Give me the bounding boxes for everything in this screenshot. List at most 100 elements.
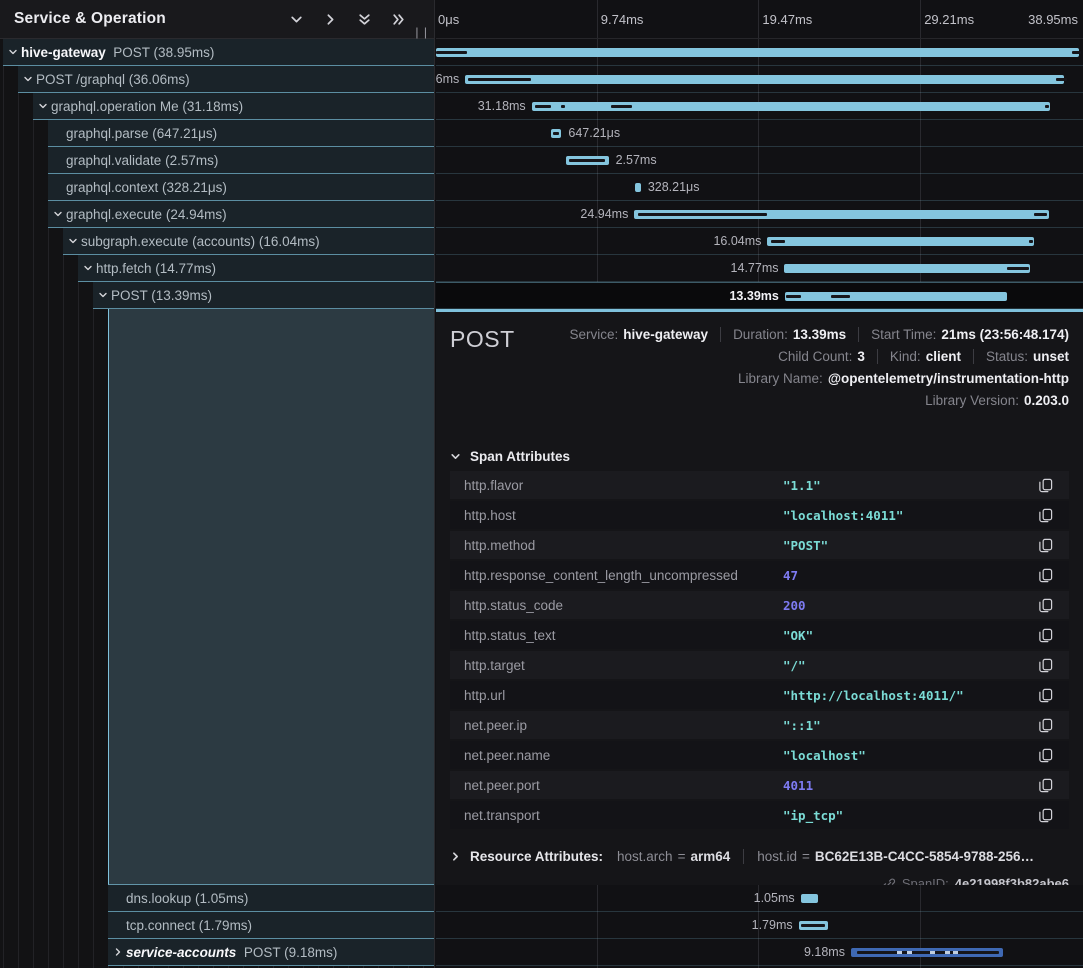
span-duration-label: 24.94ms — [580, 201, 628, 228]
span-bar[interactable] — [566, 156, 609, 165]
timeline-row[interactable]: 13.39ms — [436, 282, 1083, 309]
tree-row[interactable]: graphql.context (328.21μs) — [0, 174, 435, 201]
copy-icon[interactable] — [1035, 715, 1055, 735]
span-bar[interactable] — [465, 75, 1064, 84]
copy-icon[interactable] — [1035, 655, 1055, 675]
span-duration-label: 16.04ms — [713, 228, 761, 255]
child-span-notch — [771, 240, 785, 243]
span-meta-line: Library Version:0.203.0 — [925, 390, 1069, 411]
span-bar[interactable] — [801, 894, 818, 903]
timeline-row[interactable]: 36.06ms — [436, 66, 1083, 93]
timeline-row[interactable]: 24.94ms — [436, 201, 1083, 228]
copy-icon[interactable] — [1035, 775, 1055, 795]
row-chevron-icon[interactable] — [65, 236, 81, 246]
attribute-value: 4011 — [783, 778, 813, 793]
span-bar[interactable] — [635, 183, 640, 192]
child-span-notch — [1034, 213, 1047, 216]
child-span-notch — [638, 213, 767, 216]
span-bar[interactable] — [767, 237, 1033, 246]
copy-icon[interactable] — [1035, 745, 1055, 765]
row-chevron-icon[interactable] — [20, 74, 36, 84]
span-bar[interactable] — [532, 102, 1050, 111]
row-chevron-icon[interactable] — [95, 290, 111, 300]
span-meta-line: Library Name:@opentelemetry/instrumentat… — [738, 368, 1069, 389]
tree-row[interactable]: POST (13.39ms) — [0, 282, 435, 309]
divider — [973, 349, 974, 364]
tree-row[interactable]: graphql.parse (647.21μs) — [0, 120, 435, 147]
tree-row[interactable]: dns.lookup (1.05ms) — [0, 885, 435, 912]
span-bar[interactable] — [551, 129, 562, 138]
timeline-row[interactable]: 647.21μs — [436, 120, 1083, 147]
span-bar[interactable] — [634, 210, 1048, 219]
child-span-notch — [1056, 78, 1067, 81]
timeline-row[interactable]: 1.79ms — [436, 912, 1083, 939]
span-duration-label: 31.18ms — [478, 93, 526, 120]
timeline-row[interactable]: 1.05ms — [436, 885, 1083, 912]
tree-row[interactable]: graphql.operation Me (31.18ms) — [0, 93, 435, 120]
row-label: POST /graphql (36.06ms) — [36, 72, 190, 87]
panel-resize-handle[interactable]: | | — [415, 26, 428, 38]
row-chevron-icon[interactable] — [35, 101, 51, 111]
chevron-right-icon[interactable] — [318, 7, 342, 31]
tree-row[interactable]: graphql.validate (2.57ms) — [0, 147, 435, 174]
span-bar[interactable] — [799, 921, 829, 930]
tree-row[interactable]: graphql.execute (24.94ms) — [0, 201, 435, 228]
timeline-row[interactable]: 38.95ms — [436, 39, 1083, 66]
span-duration-label: 9.18ms — [804, 939, 845, 966]
ruler-tick: 9.74ms — [601, 0, 644, 39]
copy-icon[interactable] — [1035, 505, 1055, 525]
span-bar[interactable] — [851, 948, 1003, 957]
span-attribute-row: http.method "POST" — [450, 531, 1069, 559]
meta-label: Library Version: — [925, 393, 1019, 408]
attribute-value: 47 — [783, 568, 798, 583]
tree-row[interactable]: hive-gateway POST (38.95ms) — [0, 39, 435, 66]
chevron-down-icon[interactable] — [284, 7, 308, 31]
copy-icon[interactable] — [1035, 535, 1055, 555]
row-service-name: service-accounts — [126, 945, 244, 960]
span-attribute-row: http.response_content_length_uncompresse… — [450, 561, 1069, 589]
copy-icon[interactable] — [1035, 685, 1055, 705]
span-attribute-row: http.host "localhost:4011" — [450, 501, 1069, 529]
tree-row[interactable]: http.fetch (14.77ms) — [0, 255, 435, 282]
tree-row[interactable]: POST /graphql (36.06ms) — [0, 66, 435, 93]
copy-icon[interactable] — [1035, 475, 1055, 495]
child-span-notch — [1045, 105, 1049, 108]
span-bar[interactable] — [436, 48, 1079, 57]
sub-span-dash — [907, 951, 912, 954]
row-chevron-icon[interactable] — [50, 209, 66, 219]
span-detail-header: POST Service:hive-gatewayDuration:13.39m… — [450, 312, 1069, 411]
timeline-row[interactable]: 16.04ms — [436, 228, 1083, 255]
copy-icon[interactable] — [1035, 625, 1055, 645]
attribute-key: http.status_code — [464, 598, 563, 613]
tree-row[interactable]: service-accounts POST (9.18ms) — [0, 939, 435, 966]
span-title: POST — [450, 324, 515, 353]
span-bar[interactable] — [785, 292, 1007, 301]
timeline-row[interactable]: 2.57ms — [436, 147, 1083, 174]
link-icon[interactable] — [882, 877, 896, 886]
timeline-row[interactable]: 9.18ms — [436, 939, 1083, 966]
timeline-row[interactable]: 328.21μs — [436, 174, 1083, 201]
row-chevron-icon[interactable] — [80, 263, 96, 273]
resource-attributes-row[interactable]: Resource Attributes: host.arch=arm64host… — [450, 845, 1069, 867]
row-chevron-icon[interactable] — [110, 947, 126, 957]
double-chevron-down-icon[interactable] — [352, 7, 376, 31]
span-bar[interactable] — [784, 264, 1029, 273]
row-chevron-icon[interactable] — [5, 47, 21, 57]
tree-row[interactable]: subgraph.execute (accounts) (16.04ms) — [0, 228, 435, 255]
service-operation-panel: Service & Operation | | hive-gateway — [0, 0, 435, 968]
chevron-down-icon — [450, 451, 461, 462]
row-label: tcp.connect (1.79ms) — [126, 918, 252, 933]
copy-icon[interactable] — [1035, 565, 1055, 585]
timeline-row[interactable]: 14.77ms — [436, 255, 1083, 282]
tree-row[interactable]: tcp.connect (1.79ms) — [0, 912, 435, 939]
attribute-key: net.peer.port — [464, 778, 540, 793]
span-attributes-section-header[interactable]: Span Attributes — [450, 445, 1069, 467]
timeline-row[interactable]: 31.18ms — [436, 93, 1083, 120]
ruler-tick: 0μs — [438, 0, 459, 39]
copy-icon[interactable] — [1035, 595, 1055, 615]
span-duration-label: 14.77ms — [731, 255, 779, 282]
divider — [858, 327, 859, 342]
double-chevron-right-icon[interactable] — [386, 7, 410, 31]
span-attributes-table: http.flavor "1.1" http.host "localhost:4… — [450, 471, 1069, 829]
copy-icon[interactable] — [1035, 805, 1055, 825]
